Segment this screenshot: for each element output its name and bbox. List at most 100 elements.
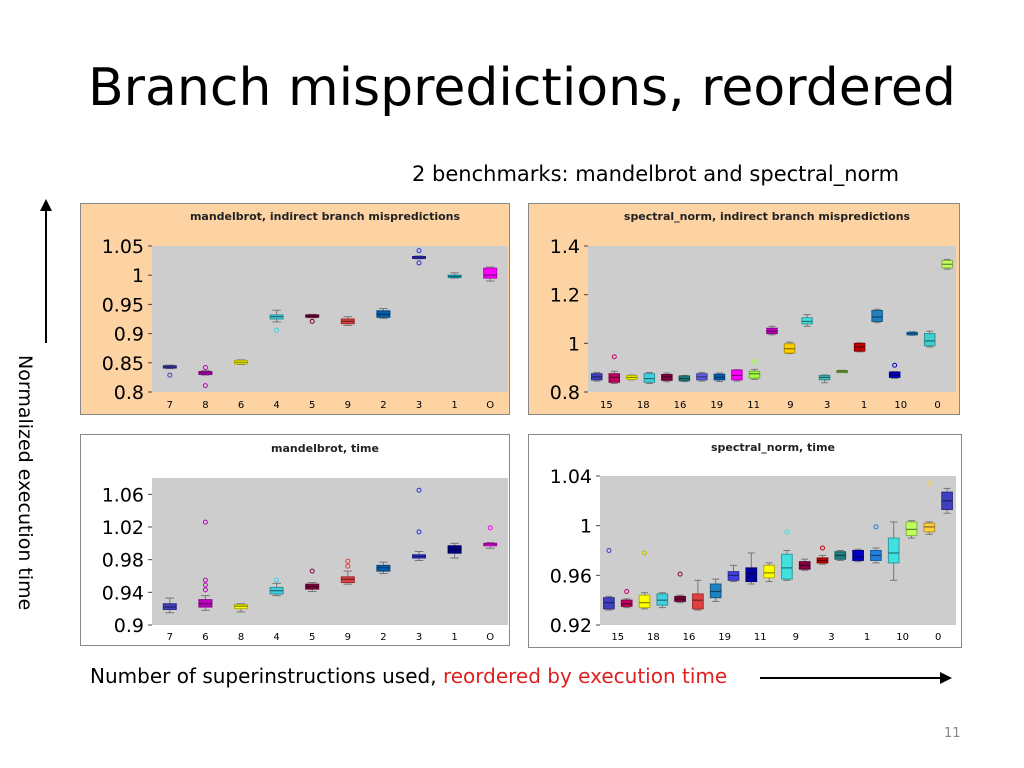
x-category-label: 16	[674, 400, 687, 411]
chart-title: mandelbrot, indirect branch mispredictio…	[190, 210, 461, 223]
box-12	[801, 314, 813, 327]
box-11	[798, 558, 811, 571]
x-category-label: 4	[273, 400, 279, 411]
box-1	[198, 519, 213, 611]
box-outlier	[274, 577, 280, 583]
box-18	[923, 480, 936, 535]
box-17	[888, 362, 901, 379]
box-4	[674, 571, 686, 604]
box-outlier	[274, 327, 280, 333]
x-category-label: 10	[896, 632, 909, 643]
box-0	[162, 364, 177, 378]
box-17	[905, 520, 918, 539]
y-tick-label: 1.06	[102, 484, 144, 506]
box-9	[483, 266, 498, 282]
x-category-label: 3	[824, 400, 830, 411]
box-6	[376, 561, 391, 575]
box-outlier	[624, 588, 630, 594]
y-tick-label: 0.8	[550, 382, 580, 404]
box-outlier	[202, 582, 208, 588]
box-4	[661, 372, 673, 383]
y-tick-label: 0.85	[102, 353, 144, 375]
box-outlier	[416, 487, 422, 493]
y-tick-label: 0.9	[114, 615, 144, 637]
box-3	[656, 592, 669, 609]
box-12	[816, 545, 829, 565]
box-body	[781, 553, 793, 580]
x-category-label: 6	[238, 400, 244, 411]
x-category-label: 19	[710, 400, 723, 411]
x-category-label: 18	[637, 400, 650, 411]
x-axis-label-prefix: Number of superinstructions used,	[90, 664, 443, 688]
box-body	[656, 593, 669, 606]
x-category-label: 7	[167, 400, 173, 411]
x-category-label: 15	[600, 400, 613, 411]
x-category-label: 7	[167, 632, 173, 643]
y-tick-label: 0.92	[550, 615, 592, 637]
box-10	[781, 529, 793, 581]
box-6	[376, 307, 391, 319]
x-category-label: 1	[864, 632, 870, 643]
x-category-label: 9	[345, 632, 351, 643]
y-tick-label: 0.98	[102, 550, 144, 572]
y-tick-label: 1.2	[550, 285, 580, 307]
box-outlier	[202, 519, 208, 525]
box-19	[941, 487, 953, 514]
box-2	[626, 374, 638, 381]
box-outlier	[611, 354, 617, 360]
y-tick-label: 0.8	[114, 382, 144, 404]
chart-title: spectral_norm, indirect branch mispredic…	[624, 210, 911, 223]
box-body	[638, 594, 651, 609]
box-outlier	[606, 548, 612, 553]
box-outlier	[926, 480, 932, 486]
y-tick-label: 0.94	[102, 582, 144, 604]
x-category-label: O	[486, 632, 494, 643]
y-tick-label: 0.95	[102, 294, 144, 316]
y-tick-label: 1	[132, 265, 144, 287]
box-14	[836, 369, 848, 374]
box-1	[608, 354, 621, 384]
box-outlier	[167, 372, 173, 378]
box-5	[692, 579, 704, 611]
box-body	[748, 370, 761, 379]
x-axis-arrow	[760, 672, 952, 684]
x-category-label: 9	[793, 632, 799, 643]
x-category-label: 9	[345, 400, 351, 411]
page-number: 11	[944, 726, 961, 741]
box-11	[783, 341, 796, 355]
box-8	[731, 369, 743, 382]
x-category-label: 3	[416, 632, 422, 643]
x-category-label: 19	[718, 632, 731, 643]
box-outlier	[345, 563, 351, 569]
chart-spectral-norm-mispredictions: spectral_norm, indirect branch mispredic…	[528, 203, 960, 415]
box-outlier	[309, 318, 315, 324]
box-outlier	[309, 568, 315, 574]
x-category-label: 11	[747, 400, 760, 411]
x-category-label: O	[486, 400, 494, 411]
box-6	[709, 578, 722, 602]
box-4	[305, 568, 320, 593]
box-body	[692, 593, 704, 610]
x-category-label: 4	[273, 632, 279, 643]
box-outlier	[345, 558, 351, 564]
x-category-label: 1	[861, 400, 867, 411]
y-axis-label: Normalized execution time	[14, 355, 36, 611]
chart-title: mandelbrot, time	[271, 442, 379, 455]
box-13	[834, 550, 847, 561]
plot-area	[600, 476, 956, 625]
box-14	[852, 548, 864, 563]
box-outlier	[202, 383, 208, 389]
y-tick-label: 1.02	[102, 517, 144, 539]
box-body	[923, 333, 936, 347]
box-18	[906, 331, 918, 336]
box-body	[727, 571, 740, 581]
y-tick-label: 1.4	[550, 236, 580, 258]
box-7	[713, 372, 726, 383]
x-category-label: 0	[934, 400, 940, 411]
x-category-label: 6	[202, 632, 208, 643]
box-13	[818, 374, 831, 384]
box-body	[643, 373, 656, 383]
slide-subtitle: 2 benchmarks: mandelbrot and spectral_no…	[412, 162, 900, 186]
x-category-label: 3	[416, 400, 422, 411]
x-category-label: 9	[787, 400, 793, 411]
